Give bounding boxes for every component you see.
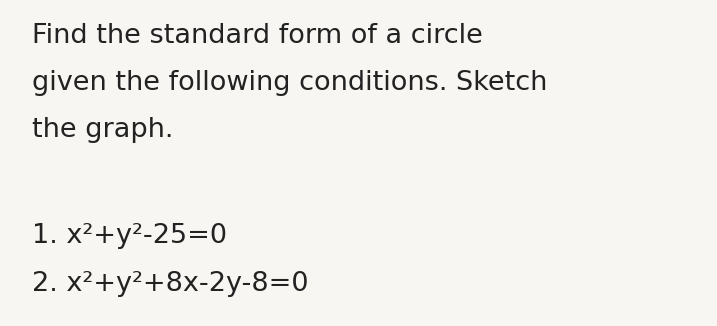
Text: 2. x²+y²+8x-2y-8=0: 2. x²+y²+8x-2y-8=0: [32, 271, 309, 297]
Text: given the following conditions. Sketch: given the following conditions. Sketch: [32, 70, 548, 96]
Text: the graph.: the graph.: [32, 117, 174, 143]
Text: Find the standard form of a circle: Find the standard form of a circle: [32, 23, 483, 49]
Text: 1. x²+y²-25=0: 1. x²+y²-25=0: [32, 223, 227, 249]
